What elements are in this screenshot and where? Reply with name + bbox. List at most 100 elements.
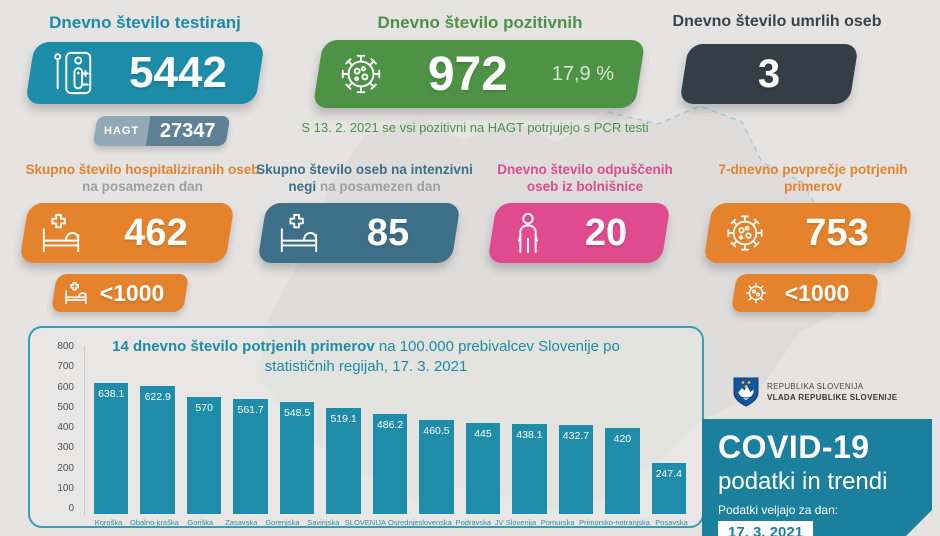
date-value: 17. 3. 2021	[718, 521, 813, 536]
x-tick-label: Obalno-kraška	[130, 518, 179, 527]
y-tick-label: 300	[57, 442, 74, 454]
slovenia-coat-of-arms-icon	[733, 377, 759, 407]
covid-info-box: COVID-19 podatki in trendi Podatki velja…	[702, 419, 932, 536]
hospital-bed-icon	[40, 212, 82, 254]
bar-value-label: 519.1	[330, 412, 357, 425]
chart-title: 14 dnevno število potrjenih primerov na …	[112, 338, 620, 376]
avg7-threshold-value: <1000	[784, 279, 850, 306]
bar-value-label: 548.5	[283, 406, 311, 419]
x-tick-label: Osrednjeslovenska	[388, 518, 452, 527]
bars: 638.1 622.9 570 561.7 548.5 519.1 486.2 460.5 44…	[88, 350, 692, 514]
bar-value-label: 432.7	[562, 430, 590, 443]
bar-value-label: 438.1	[516, 429, 543, 442]
bar: 460.5	[419, 419, 454, 514]
deaths-title: Dnevno število umrlih oseb	[672, 13, 882, 30]
hagt-badge: HAGT 27347	[92, 116, 231, 146]
covid-title: COVID-19	[718, 429, 870, 465]
hospitalized-threshold-value: <1000	[99, 279, 165, 306]
x-tick-label: Koroška	[94, 518, 123, 527]
bar-value-label: 420	[613, 432, 632, 445]
positives-value: 972	[427, 47, 508, 101]
bar: 638.1	[94, 383, 129, 514]
gov-line2: VLADA REPUBLIKE SLOVENIJE	[767, 393, 898, 402]
bar-column: 570	[186, 397, 222, 514]
y-tick-label: 200	[57, 462, 74, 474]
avg7-card: 753	[703, 203, 913, 263]
bar: 247.4	[651, 463, 687, 514]
icu-title: Skupno število oseb na intenzivni negi n…	[256, 162, 473, 194]
positives-card: 972 17,9 %	[312, 40, 646, 108]
hospitalized-title: Skupno število hospitaliziranih oseb na …	[25, 162, 260, 194]
tests-title: Dnevno število testiranj	[49, 13, 241, 32]
x-tick-label: Goriška	[187, 518, 214, 527]
hospitalized-threshold-badge: <1000	[50, 274, 190, 312]
bar: 570	[186, 397, 222, 514]
bar-value-label: 561.7	[237, 403, 264, 416]
bar: 548.5	[279, 401, 315, 514]
y-tick-label: 400	[57, 422, 74, 433]
virus-icon	[338, 51, 384, 97]
bar-column: 622.9	[140, 386, 175, 514]
date-label: Podatki veljajo za dan:	[718, 503, 839, 517]
avg7-title: 7-dnevno povprečje potrjenih primerov	[718, 162, 908, 194]
discharged-title: Dnevno število odpuščenih oseb iz bolniš…	[497, 162, 673, 194]
deaths-value: 3	[757, 51, 781, 96]
icu-card: 85	[257, 203, 461, 263]
bar: 432.7	[558, 425, 594, 514]
person-icon	[510, 212, 546, 254]
hospitalized-value: 462	[124, 211, 188, 254]
bar-value-label: 247.4	[655, 468, 682, 481]
covid-subtitle: podatki in trendi	[718, 468, 888, 495]
bar-column: 438.1	[512, 424, 547, 514]
y-tick-label: 500	[57, 401, 74, 413]
hospital-bed-icon	[64, 281, 88, 305]
bar-value-label: 638.1	[98, 388, 125, 401]
x-tick-label: Zasavska	[225, 518, 258, 527]
bar: 622.9	[140, 386, 175, 514]
deaths-card: 3	[679, 44, 859, 104]
bar: 420	[605, 427, 640, 514]
bar-value-label: 622.9	[144, 391, 171, 404]
bar: 519.1	[326, 407, 361, 514]
government-logo-block: REPUBLIKA SLOVENIJA VLADA REPUBLIKE SLOV…	[733, 377, 897, 407]
x-tick-label: Podravska	[455, 518, 492, 527]
virus-icon	[744, 281, 768, 305]
bar-column: 445	[465, 422, 501, 514]
bar: 445	[465, 422, 501, 514]
positives-title: Dnevno število pozitivnih	[377, 13, 583, 32]
x-labels: Koroška Obalno-kraška Goriška Zasavska Goren…	[88, 518, 692, 527]
bar-value-label: 445	[474, 427, 492, 440]
x-tick-label: Primorsko-notranjska	[579, 518, 650, 527]
bar-column: 247.4	[651, 463, 687, 514]
bar-column: 519.1	[326, 407, 361, 514]
hospitalized-card: 462	[19, 203, 235, 263]
y-axis-line	[84, 346, 85, 516]
y-tick-label: 100	[57, 482, 74, 494]
avg7-threshold-badge: <1000	[730, 274, 880, 312]
hagt-label: HAGT	[92, 116, 151, 146]
y-tick-label: 600	[57, 381, 74, 393]
y-tick-label: 0	[68, 503, 74, 514]
tests-value: 5442	[129, 48, 227, 97]
bar-value-label: 486.2	[376, 419, 404, 432]
bar-column: 420	[605, 427, 640, 514]
x-tick-label: Savinjska	[307, 518, 340, 527]
regions-bar-chart: 14 dnevno število potrjenih primerov na …	[28, 326, 704, 528]
x-tick-label: JV Slovenija	[494, 518, 537, 527]
bar: 438.1	[512, 424, 547, 514]
bar-column: 561.7	[233, 398, 268, 514]
hagt-value: 27347	[145, 116, 231, 146]
discharged-value: 20	[584, 211, 628, 254]
x-tick-label: SLOVENIJA	[344, 518, 387, 527]
bar-column: 460.5	[419, 419, 454, 514]
bar-column: 486.2	[372, 414, 408, 514]
x-tick-label: Posavska	[655, 518, 688, 527]
x-tick-label: Pomurska	[540, 518, 575, 527]
bar-value-label: 460.5	[423, 424, 450, 437]
y-tick-label: 800	[57, 341, 74, 352]
hagt-pcr-note: S 13. 2. 2021 se vsi pozitivni na HAGT p…	[301, 120, 649, 135]
virus-icon	[724, 212, 766, 254]
bar-column: 548.5	[279, 401, 315, 514]
x-tick-label: Gorenjska	[265, 518, 300, 527]
